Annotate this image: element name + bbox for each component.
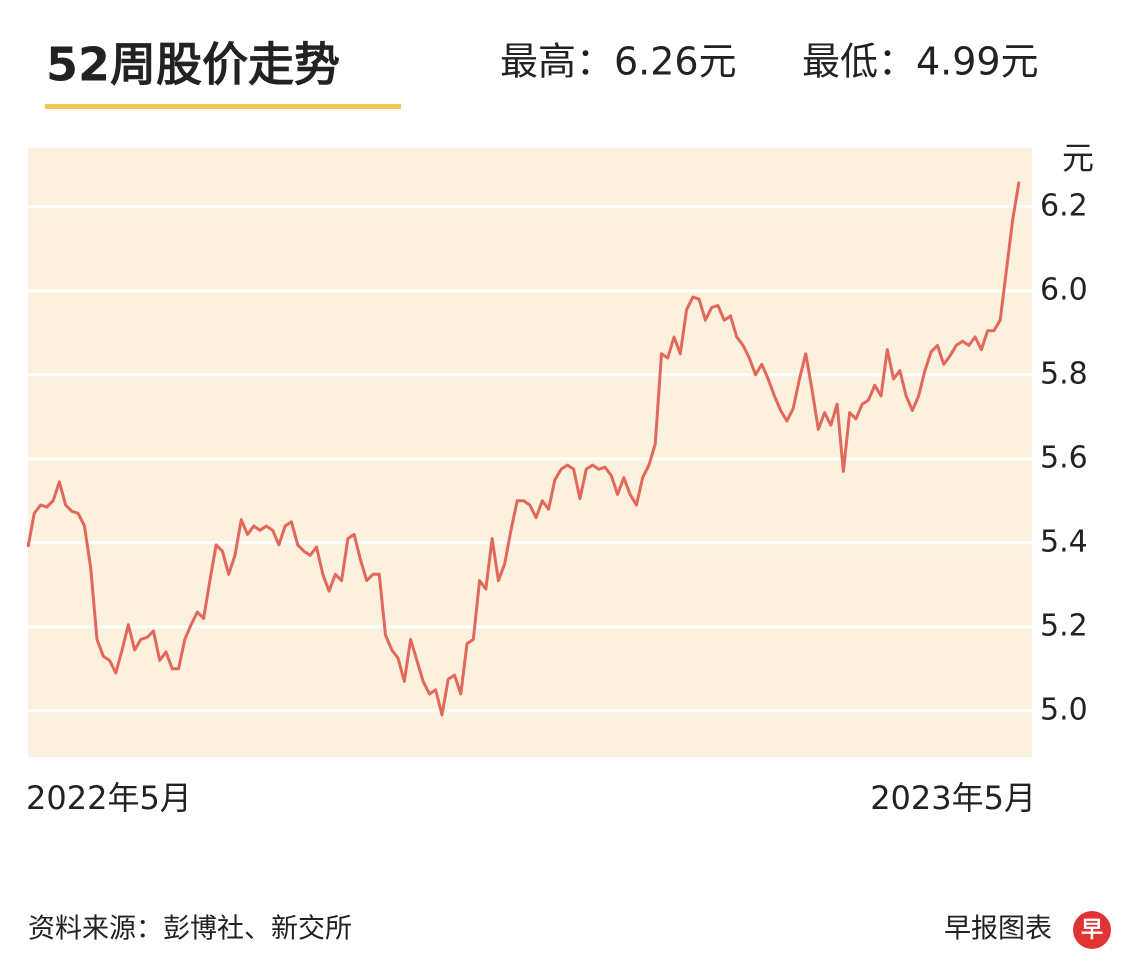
- source-note: 资料来源：彭博社、新交所: [28, 914, 352, 945]
- y-tick-label: 6.2: [1040, 188, 1088, 223]
- y-tick-label: 5.8: [1040, 356, 1088, 391]
- high-stat: 最高：6.26元: [500, 40, 737, 84]
- y-axis-unit: 元: [1062, 139, 1094, 177]
- plot-background: [28, 148, 1032, 757]
- y-tick-label: 6.0: [1040, 272, 1088, 307]
- y-tick-label: 5.6: [1040, 440, 1088, 475]
- title-underline: [45, 104, 401, 109]
- y-tick-label: 5.0: [1040, 692, 1088, 727]
- x-tick-label: 2022年5月: [26, 779, 192, 817]
- low-stat: 最低：4.99元: [802, 40, 1039, 84]
- chart-title: 52周股价走势: [46, 38, 340, 92]
- credit: 早报图表: [944, 914, 1052, 945]
- x-tick-label: 2023年5月: [870, 779, 1036, 817]
- price-line: [26, 181, 1021, 717]
- y-tick-label: 5.2: [1040, 608, 1088, 643]
- logo-text: 早: [1081, 918, 1103, 943]
- y-tick-label: 5.4: [1040, 524, 1088, 559]
- logo: [1073, 911, 1111, 949]
